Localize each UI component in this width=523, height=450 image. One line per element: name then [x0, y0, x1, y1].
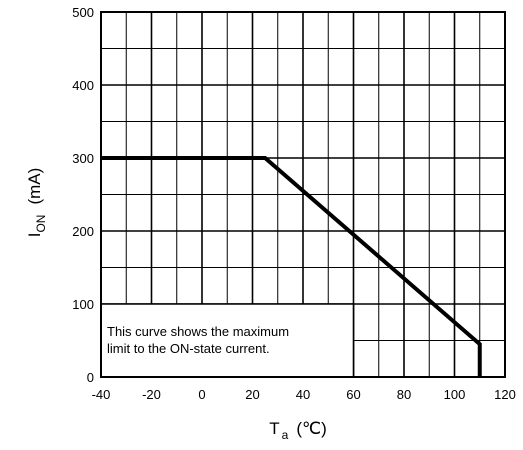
- x-tick-label: 0: [198, 387, 205, 402]
- y-tick-label: 0: [87, 370, 94, 385]
- x-tick-label: 100: [444, 387, 466, 402]
- x-tick-label: 80: [397, 387, 411, 402]
- x-tick-label: 120: [494, 387, 516, 402]
- x-tick-label: 60: [346, 387, 360, 402]
- y-axis-label-unit: (mA): [25, 168, 44, 205]
- x-tick-label: 40: [296, 387, 310, 402]
- x-tick-label: -20: [142, 387, 161, 402]
- y-tick-label: 200: [72, 224, 94, 239]
- annotation-line-1: This curve shows the maximum: [107, 324, 289, 339]
- x-tick-label: -40: [92, 387, 111, 402]
- x-axis-label-main: T: [269, 419, 279, 438]
- x-axis-label-sub: a: [282, 428, 289, 442]
- y-tick-label: 500: [72, 5, 94, 20]
- y-axis-label-sub: ON: [34, 215, 48, 233]
- annotation-line-2: limit to the ON-state current.: [107, 341, 270, 356]
- x-axis-label-unit: (℃): [296, 419, 326, 438]
- y-tick-label: 300: [72, 151, 94, 166]
- y-tick-label: 100: [72, 297, 94, 312]
- x-tick-label: 20: [245, 387, 259, 402]
- y-tick-label: 400: [72, 78, 94, 93]
